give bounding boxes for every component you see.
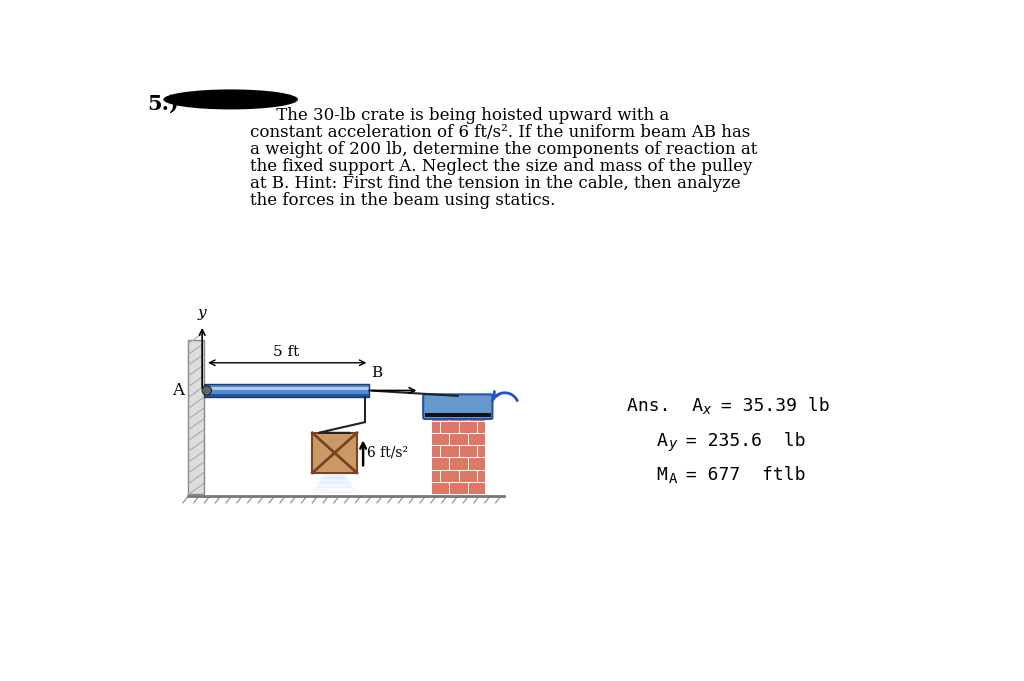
Bar — [431, 470, 440, 482]
Text: 6 ft/s²: 6 ft/s² — [367, 446, 409, 460]
Bar — [204, 387, 370, 390]
Bar — [468, 458, 484, 470]
Text: = 235.6  lb: = 235.6 lb — [675, 432, 806, 449]
Bar — [204, 384, 370, 396]
Text: a weight of 200 lb, determine the components of reaction at: a weight of 200 lb, determine the compon… — [250, 141, 758, 158]
Text: y: y — [198, 306, 207, 321]
Bar — [440, 470, 459, 482]
Bar — [313, 487, 355, 493]
Text: A: A — [669, 472, 677, 486]
FancyBboxPatch shape — [423, 394, 493, 419]
Text: the forces in the beam using statics.: the forces in the beam using statics. — [250, 192, 555, 209]
Bar — [188, 340, 204, 494]
Bar — [425, 413, 490, 417]
Bar — [431, 421, 440, 433]
Circle shape — [202, 386, 211, 395]
Bar — [321, 477, 349, 484]
Text: at B. Hint: First find the tension in the cable, then analyze: at B. Hint: First find the tension in th… — [250, 175, 740, 192]
Text: x: x — [423, 394, 432, 407]
Bar — [324, 473, 346, 479]
Text: x: x — [702, 402, 711, 417]
Text: 5 ft: 5 ft — [273, 345, 300, 359]
Bar — [440, 421, 459, 433]
Text: A: A — [656, 432, 668, 449]
Bar — [431, 445, 440, 458]
Text: y: y — [668, 437, 677, 452]
Ellipse shape — [163, 89, 298, 110]
Text: constant acceleration of 6 ft/s². If the uniform beam AB has: constant acceleration of 6 ft/s². If the… — [250, 124, 751, 141]
Text: 5.): 5.) — [147, 94, 179, 114]
Text: M: M — [656, 466, 668, 484]
Bar — [468, 482, 484, 494]
Bar — [431, 417, 450, 421]
Bar — [440, 445, 459, 458]
Bar — [312, 433, 357, 473]
Bar — [316, 482, 352, 488]
Bar — [431, 482, 450, 494]
Bar — [204, 394, 370, 396]
Bar — [468, 417, 484, 421]
Bar — [477, 470, 484, 482]
Text: A: A — [172, 382, 184, 399]
Bar — [459, 421, 477, 433]
Bar — [204, 384, 370, 387]
Bar — [477, 421, 484, 433]
Bar — [450, 482, 468, 494]
Text: the fixed support A. Neglect the size and mass of the pulley: the fixed support A. Neglect the size an… — [250, 158, 753, 175]
Text: Ans.  A: Ans. A — [628, 397, 703, 415]
Text: = 35.39 lb: = 35.39 lb — [711, 397, 830, 415]
Bar — [477, 445, 484, 458]
Bar — [450, 458, 468, 470]
Bar — [459, 445, 477, 458]
Bar — [468, 433, 484, 445]
Bar — [431, 458, 450, 470]
Text: The 30-lb crate is being hoisted upward with a: The 30-lb crate is being hoisted upward … — [250, 107, 669, 124]
Bar — [450, 433, 468, 445]
Bar — [204, 390, 370, 394]
Text: = 677  ftlb: = 677 ftlb — [675, 466, 806, 484]
Bar — [450, 417, 468, 421]
Bar — [459, 470, 477, 482]
Bar — [431, 417, 484, 494]
Text: B: B — [372, 366, 383, 381]
Bar — [431, 433, 450, 445]
